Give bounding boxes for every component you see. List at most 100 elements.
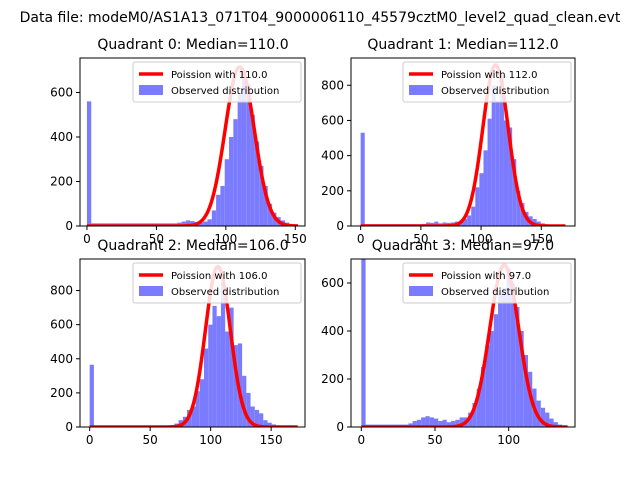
y-tick-label: 600 (50, 85, 73, 99)
histogram-bar (516, 190, 521, 226)
histogram-bar (532, 218, 537, 226)
histogram-bar (503, 120, 509, 226)
x-tick-label: 100 (497, 433, 520, 447)
x-tick-label: 0 (86, 433, 94, 447)
histogram-bar (263, 185, 268, 226)
histogram-bar (425, 416, 430, 427)
fit-line (360, 263, 569, 427)
subplot-title: Quadrant 0: Median=110.0 (97, 37, 288, 53)
histogram-bar (208, 324, 213, 427)
histogram-bar (246, 392, 251, 427)
plot-area (85, 65, 300, 226)
histogram-bar (259, 165, 264, 226)
histogram-bar (233, 119, 238, 226)
histogram-bar (416, 419, 422, 427)
histogram-bar (203, 221, 208, 226)
histogram-bar (254, 409, 260, 427)
legend-line-label: Poission with 97.0 (441, 271, 531, 282)
subplot-quadrant-3: 0 50 100 0 200 400 600 Quadrant 3: Median=97.0 P… (321, 238, 576, 447)
histogram-bar (212, 305, 217, 427)
y-tick-label: 400 (321, 324, 344, 338)
histogram-bar (207, 219, 212, 226)
histogram-bar (198, 222, 204, 226)
figure-suptitle: Data file: modeM0/AS1A13_071T04_90000061… (20, 10, 621, 26)
histogram-bar (508, 127, 513, 226)
y-tick-label: 600 (321, 276, 344, 290)
histogram-bar (489, 331, 494, 427)
histogram-bar (480, 367, 486, 427)
legend-bar-swatch (409, 286, 433, 296)
subplot-title: Quadrant 2: Median=106.0 (97, 238, 288, 254)
axes-frame (350, 57, 576, 227)
histogram-bar (468, 412, 473, 427)
histogram-bar (412, 421, 417, 427)
histogram-bar (199, 379, 204, 427)
histogram-bar (472, 403, 477, 427)
y-tick-label: 800 (321, 78, 344, 92)
legend-bar-swatch (409, 85, 433, 95)
y-tick-label: 0 (336, 420, 344, 434)
x-tick-label: 0 (357, 433, 365, 447)
histogram-bar (361, 259, 366, 427)
x-tick-label: 150 (284, 232, 307, 246)
legend-line-label: Poission with 112.0 (441, 70, 537, 81)
subplot-quadrant-2: 0 50 100 150 0 200 400 600 800 Quadrant 2: Median… (50, 238, 306, 447)
histogram-bar (553, 422, 558, 427)
histogram-bar (540, 407, 546, 427)
legend-line-label: Poission with 106.0 (171, 271, 267, 282)
histogram-bar (224, 159, 230, 226)
histogram-bar (451, 421, 456, 427)
legend-box (402, 61, 572, 103)
histogram-bar (483, 150, 488, 226)
legend-bar-label: Observed distribution (441, 287, 549, 298)
histogram-bar (242, 375, 247, 427)
histogram-bar (181, 221, 186, 226)
histogram-bar (86, 101, 92, 226)
histogram-bar (495, 101, 500, 226)
x-tick-label: 150 (530, 232, 553, 246)
histogram-bar (498, 292, 503, 427)
histogram-bar (433, 418, 439, 427)
y-tick-label: 0 (336, 219, 344, 233)
legend-bar-label: Observed distribution (441, 86, 549, 97)
histogram-bar (191, 406, 196, 427)
legend-box (132, 262, 302, 304)
histogram-bar (485, 345, 490, 427)
axes-frame (350, 258, 576, 428)
subplot-quadrant-1: 0 50 100 150 0 200 400 600 800 Quadrant 1: Median… (321, 37, 576, 246)
histogram-bar (475, 187, 480, 226)
histogram-bar (479, 173, 484, 226)
histogram-bar (229, 307, 234, 427)
histogram-bar (515, 307, 520, 427)
legend: Poission with 106.0 Observed distribution (132, 262, 302, 304)
histogram-bar (438, 421, 443, 427)
y-tick-label: 800 (50, 284, 73, 298)
legend-box (132, 61, 302, 103)
histogram-bar (510, 283, 516, 427)
histogram-bar (246, 83, 251, 226)
legend: Poission with 97.0 Observed distribution (402, 262, 572, 304)
y-tick-label: 200 (321, 372, 344, 386)
histogram-bar (491, 85, 496, 226)
histogram-bar (233, 345, 238, 427)
fit-line (359, 63, 567, 226)
histogram-bar (263, 420, 268, 427)
x-tick-label: 50 (149, 232, 164, 246)
y-tick-label: 400 (321, 149, 344, 163)
histogram-bar (360, 132, 365, 226)
x-tick-label: 100 (470, 232, 493, 246)
legend-bar-label: Observed distribution (171, 86, 279, 97)
axes-frame (79, 258, 306, 428)
y-tick-label: 400 (50, 352, 73, 366)
subplot-title: Quadrant 3: Median=97.0 (372, 238, 554, 254)
histogram-bar (467, 215, 472, 226)
histogram-bar (211, 210, 217, 226)
histogram-bar (502, 287, 507, 427)
histogram-bar (241, 70, 247, 226)
legend-box (402, 262, 572, 304)
histogram-bar (519, 331, 524, 427)
histogram-bar (254, 141, 260, 226)
histogram-bar (229, 136, 234, 226)
legend-bar-swatch (139, 85, 163, 95)
histogram-bar (520, 203, 525, 226)
